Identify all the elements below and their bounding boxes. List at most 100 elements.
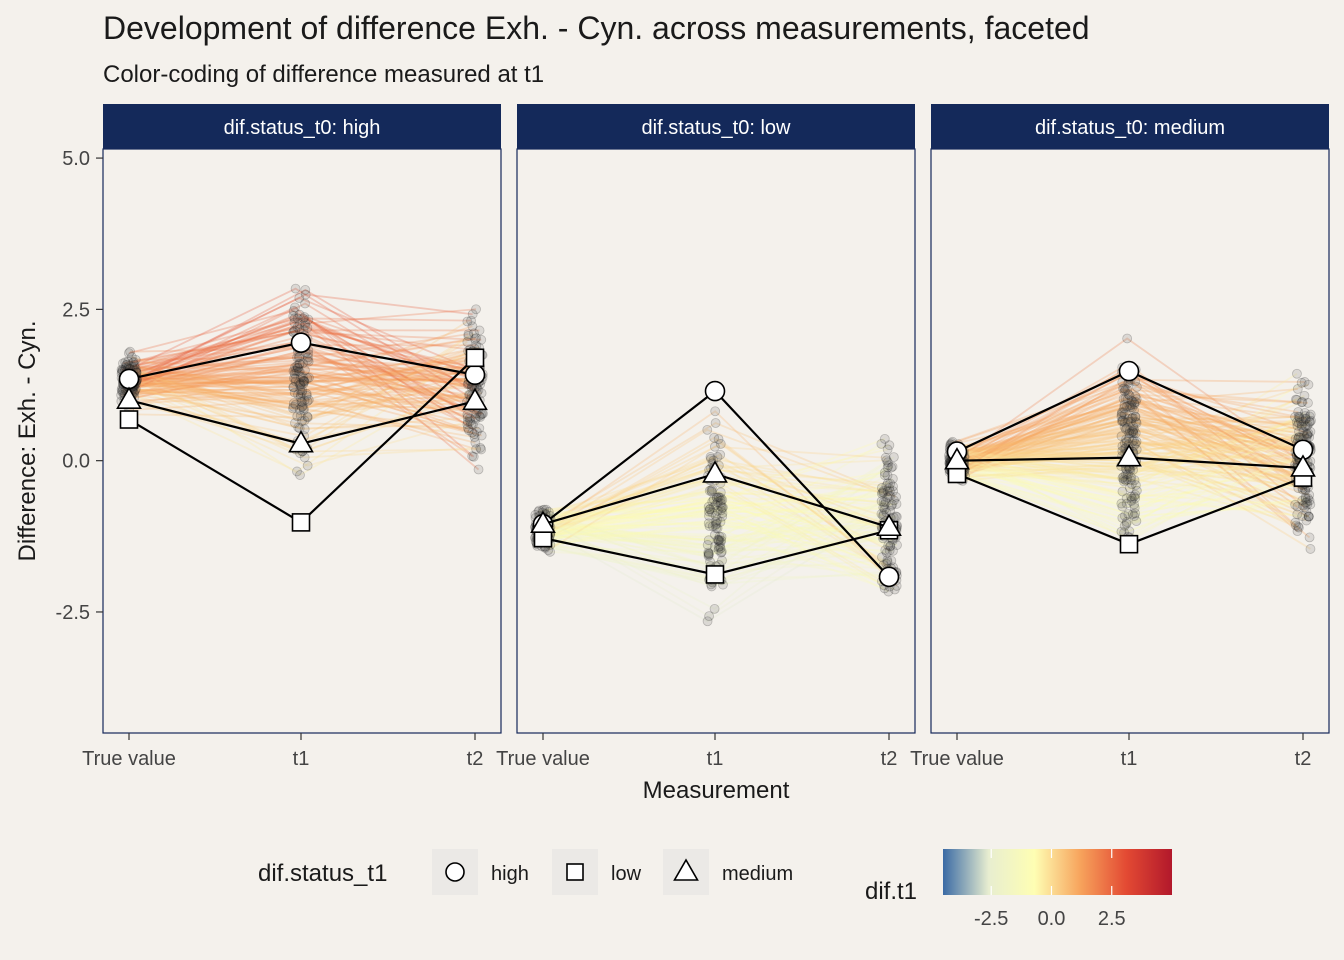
individual-trajectory [545,474,886,549]
individual-point [1124,483,1135,493]
individual-point [702,424,713,435]
individual-point [711,516,721,527]
individual-point [1130,416,1141,427]
individual-point [1129,424,1139,434]
individual-trajectory [960,447,1310,508]
individual-trajectory [548,523,891,542]
individual-point [1292,501,1303,512]
individual-trajectory [132,330,478,373]
series-high [118,332,486,390]
individual-point [704,521,715,532]
individual-trajectory [953,393,1308,453]
individual-point [703,551,714,561]
individual-point [878,487,889,498]
individual-point [1122,333,1133,344]
individual-point [1131,382,1142,392]
individual-point [1117,407,1127,418]
colorbar [943,849,1172,895]
individual-trajectory [957,438,1299,528]
mean-point-medium [1290,454,1316,477]
individual-point [876,496,887,507]
individual-point [1302,497,1312,508]
individual-point [887,461,898,472]
individual-trajectory [130,376,474,409]
individual-point [1129,399,1140,410]
individual-point [1116,409,1127,420]
individual-trajectory [543,520,886,556]
individual-trajectory [541,499,897,574]
individual-point [888,546,898,556]
individual-point [707,507,717,518]
individual-point [1121,434,1131,445]
individual-point [876,509,887,519]
series-low [119,348,485,532]
individual-trajectory [121,387,472,391]
individual-point [714,492,724,503]
individual-trajectory [134,351,484,415]
individual-point [1121,518,1132,529]
individual-trajectory [961,452,1309,518]
y-tick-label: 2.5 [62,299,90,321]
individual-trajectory [963,420,1303,489]
individual-trajectory [127,365,477,396]
individual-point [291,366,302,376]
individual-point [703,547,714,558]
individual-point [885,478,896,489]
individual-point [1301,515,1312,526]
individual-point [887,473,898,484]
individual-point [876,482,887,493]
individual-point [1126,495,1137,506]
individual-point [1290,412,1300,422]
individual-point [293,352,304,363]
individual-point [883,460,894,471]
individual-point [288,403,298,414]
individual-trajectory [545,448,888,523]
individual-point [476,334,487,345]
individual-point [1129,491,1140,502]
individual-trajectory [543,442,898,573]
individual-point [1120,424,1131,435]
individual-point [471,333,482,344]
individual-trajectory [130,365,472,385]
individual-trajectory [135,380,477,415]
individual-trajectory [537,512,898,577]
individual-trajectory [955,388,1302,474]
individual-trajectory [134,368,481,396]
individual-point [879,470,890,481]
individual-trajectory [133,379,482,437]
individual-trajectory [959,427,1305,472]
individual-point [882,444,893,455]
individual-point [471,304,481,315]
individual-point [1120,393,1131,404]
individual-point [299,424,310,435]
individual-trajectory [124,368,483,423]
individual-point [709,432,720,443]
individual-trajectory [949,415,1298,460]
individual-trajectory [961,386,1299,469]
individual-trajectory [964,383,1309,474]
individual-trajectory [954,404,1301,480]
individual-point [1116,416,1127,427]
individual-point [1121,469,1131,480]
individual-point [120,357,131,368]
individual-point [881,455,892,466]
individual-trajectory [543,410,898,587]
individual-point [1299,407,1310,418]
individual-point [882,555,893,565]
individual-trajectory [964,403,1311,469]
individual-point [466,418,477,429]
individual-point [1291,395,1302,405]
individual-trajectory [545,482,891,516]
individual-trajectory [949,421,1299,465]
individual-trajectory [135,368,474,477]
individual-trajectory [952,435,1310,496]
individual-point [1297,495,1308,506]
individual-trajectory [132,366,475,435]
individual-point [1303,398,1313,408]
individual-trajectory [128,358,479,372]
individual-point [299,452,310,463]
individual-trajectory [956,442,1310,460]
individual-point [1300,420,1311,431]
individual-trajectory [133,370,470,396]
individual-point [467,309,478,320]
